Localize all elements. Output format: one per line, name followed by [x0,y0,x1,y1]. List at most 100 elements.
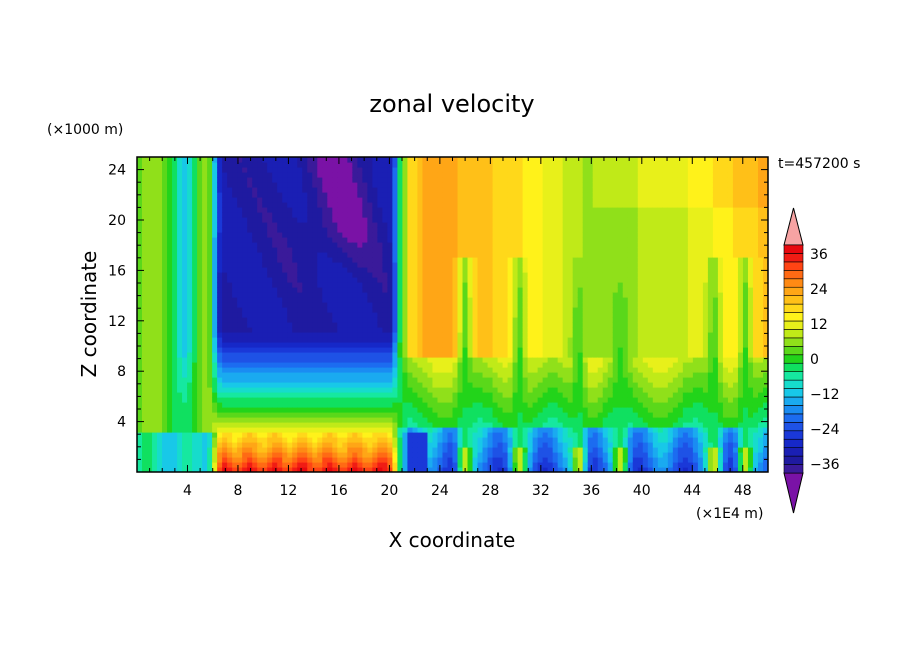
heatmap-cell [517,317,524,323]
heatmap-cell [207,422,213,428]
heatmap-cell [457,362,464,368]
heatmap-cell [512,392,519,398]
heatmap-cell [427,317,434,323]
heatmap-cell [392,302,399,308]
heatmap-cell [267,167,273,173]
heatmap-cell [482,167,489,173]
heatmap-cell [287,322,293,328]
heatmap-cell [232,212,238,218]
heatmap-cell [267,337,273,343]
heatmap-cell [472,192,479,198]
heatmap-cell [457,387,464,393]
heatmap-cell [287,277,293,283]
heatmap-cell [337,467,343,472]
heatmap-cell [197,342,203,348]
heatmap-cell [172,347,178,353]
heatmap-cell [207,332,213,338]
heatmap-cell [162,207,168,213]
heatmap-cell [162,307,168,313]
heatmap-cell [282,222,288,228]
heatmap-cell [327,387,333,393]
heatmap-cell [502,262,509,268]
heatmap-cell [482,412,489,418]
heatmap-cell [382,397,388,403]
heatmap-cell [292,372,298,378]
heatmap-cell [512,382,519,388]
heatmap-cell [242,297,248,303]
heatmap-cell [387,212,394,218]
heatmap-cell [257,392,263,398]
heatmap-cell [142,232,148,238]
heatmap-cell [377,277,383,283]
heatmap-cell [187,242,193,248]
heatmap-cell [182,252,188,258]
heatmap-cell [317,172,323,178]
heatmap-cell [227,252,233,258]
heatmap-cell [367,372,373,378]
heatmap-cell [397,417,404,423]
heatmap-cell [252,332,258,338]
heatmap-cell [232,222,238,228]
heatmap-cell [312,252,318,258]
heatmap-cell [402,467,409,472]
heatmap-cell [207,467,213,472]
heatmap-cell [447,222,454,228]
heatmap-cell [272,167,278,173]
heatmap-cell [197,412,203,418]
heatmap-cell [167,227,173,233]
heatmap-cell [497,167,504,173]
heatmap-cell [272,297,278,303]
heatmap-cell [497,392,504,398]
heatmap-cell [377,227,383,233]
heatmap-cell [232,292,238,298]
heatmap-cell [282,187,288,193]
heatmap-cell [427,267,434,273]
heatmap-cell [367,262,373,268]
heatmap-cell [257,247,263,253]
heatmap-cell [257,177,263,183]
heatmap-cell [302,397,308,403]
heatmap-cell [317,412,323,418]
heatmap-cell [207,287,213,293]
heatmap-cell [467,277,474,283]
heatmap-cell [147,392,153,398]
heatmap-cell [532,402,539,408]
heatmap-cell [297,277,303,283]
heatmap-cell [307,437,313,443]
heatmap-cell [192,442,198,448]
heatmap-cell [177,462,183,468]
heatmap-cell [217,307,223,313]
heatmap-cell [352,427,358,433]
heatmap-cell [182,167,188,173]
heatmap-cell [202,397,208,403]
heatmap-cell [167,422,173,428]
heatmap-cell [272,377,278,383]
heatmap-cell [412,252,419,258]
heatmap-cell [147,272,153,278]
heatmap-cell [292,467,298,472]
heatmap-cell [402,407,409,413]
heatmap-cell [327,437,333,443]
heatmap-cell [477,237,484,243]
heatmap-cell [432,242,439,248]
heatmap-cell [417,362,424,368]
heatmap-cell [207,307,213,313]
heatmap-cell [412,222,419,228]
heatmap-cell [327,392,333,398]
heatmap-cell [437,337,444,343]
heatmap-cell [412,397,419,403]
heatmap-cell [197,417,203,423]
heatmap-cell [247,162,253,168]
heatmap-cell [297,417,303,423]
heatmap-cell [472,387,479,393]
heatmap-cell [297,432,303,438]
heatmap-cell [292,227,298,233]
heatmap-cell [157,407,163,413]
heatmap-cell [377,452,383,458]
heatmap-cell [482,387,489,393]
heatmap-cell [242,427,248,433]
heatmap-cell [157,337,163,343]
heatmap-cell [262,272,268,278]
heatmap-cell [212,157,218,163]
heatmap-cell [212,442,218,448]
